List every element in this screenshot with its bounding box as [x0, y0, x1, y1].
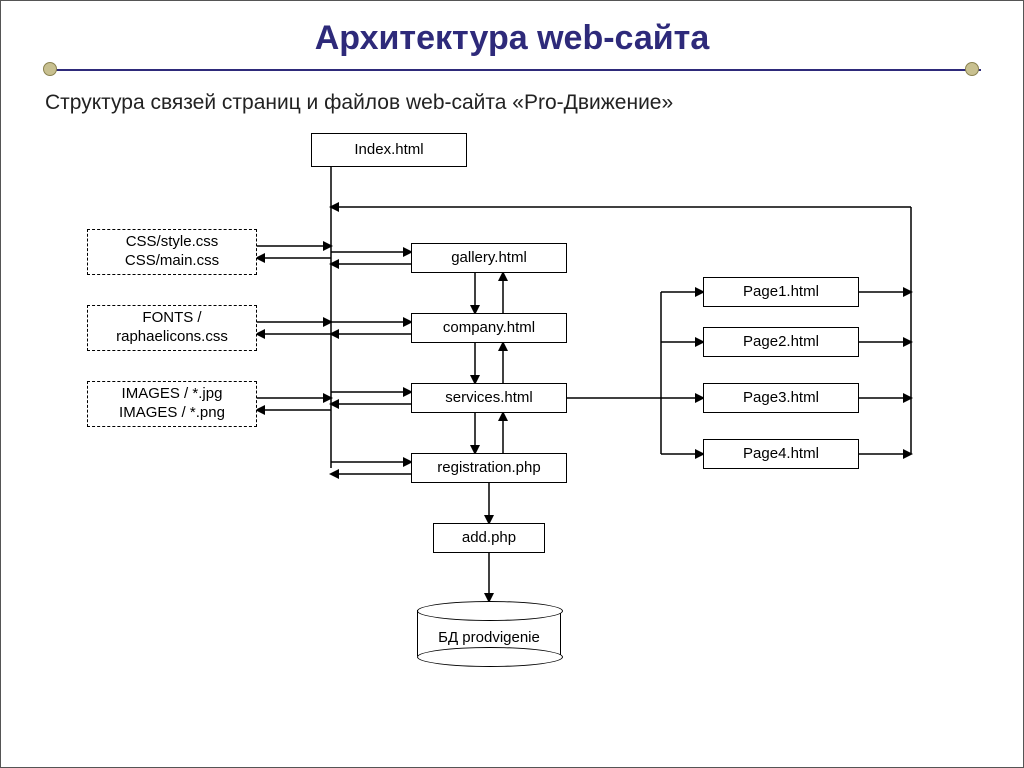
- node-page4: Page4.html: [703, 439, 859, 469]
- node-index: Index.html: [311, 133, 467, 167]
- node-css: CSS/style.css CSS/main.css: [87, 229, 257, 275]
- database-label: БД prodvigenie: [417, 629, 561, 646]
- node-database: БД prodvigenie: [417, 601, 561, 665]
- title-bullet: [43, 62, 57, 76]
- node-add: add.php: [433, 523, 545, 553]
- title-rule: [45, 69, 981, 71]
- node-registration: registration.php: [411, 453, 567, 483]
- node-fonts: FONTS / raphaelicons.css: [87, 305, 257, 351]
- node-images: IMAGES / *.jpg IMAGES / *.png: [87, 381, 257, 427]
- node-company: company.html: [411, 313, 567, 343]
- page-title: Архитектура web-сайта: [1, 19, 1023, 58]
- title-bullet: [965, 62, 979, 76]
- node-services: services.html: [411, 383, 567, 413]
- slide: Архитектура web-сайта Структура связей с…: [0, 0, 1024, 768]
- node-gallery: gallery.html: [411, 243, 567, 273]
- subtitle: Структура связей страниц и файлов web-са…: [45, 91, 673, 115]
- node-page2: Page2.html: [703, 327, 859, 357]
- node-page1: Page1.html: [703, 277, 859, 307]
- node-page3: Page3.html: [703, 383, 859, 413]
